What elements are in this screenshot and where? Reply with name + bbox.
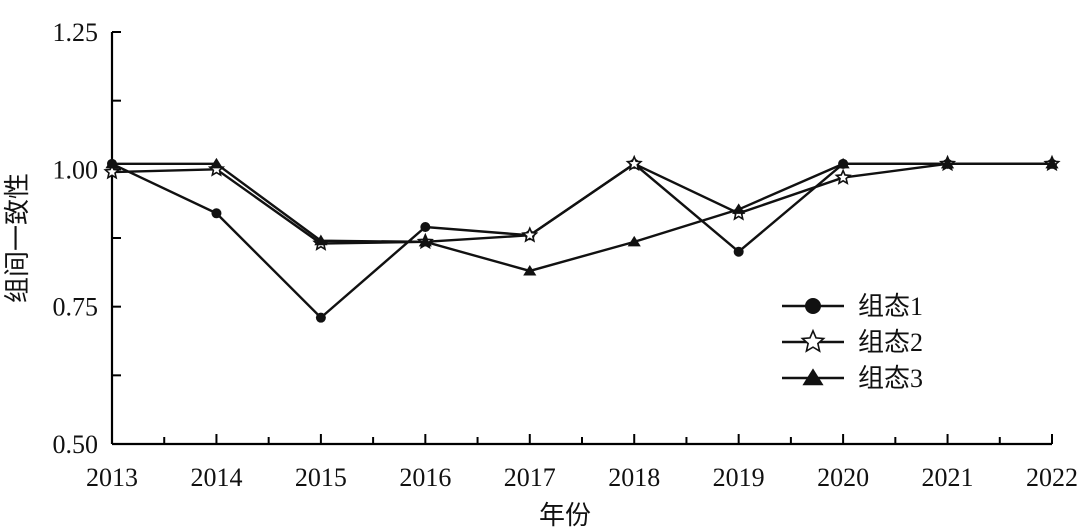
series-3	[105, 157, 1059, 276]
series-2	[103, 154, 1061, 251]
data-point	[627, 235, 641, 247]
data-point	[805, 298, 821, 314]
y-axis-title: 组间一致性	[3, 173, 32, 303]
series-line	[112, 162, 1052, 273]
data-point	[800, 328, 826, 353]
series-line	[111, 162, 1052, 245]
y-tick-label: 0.75	[53, 293, 99, 322]
x-tick-label: 2015	[295, 463, 347, 492]
y-tick-label: 1.25	[53, 18, 99, 47]
data-point	[625, 154, 643, 172]
x-tick-label: 2014	[190, 463, 242, 492]
x-tick-label: 2020	[817, 463, 869, 492]
legend-label: 组态1	[858, 292, 923, 321]
data-point	[211, 208, 222, 219]
data-point	[1045, 157, 1059, 169]
data-point	[834, 168, 852, 185]
x-tick-label: 2013	[86, 463, 138, 492]
y-axis-ticks: 0.50 0.75 1.00 1.25	[53, 18, 121, 459]
legend-label: 组态3	[858, 364, 923, 393]
y-tick-label: 0.50	[53, 430, 99, 459]
x-axis-ticks: 2013 2014 2015 2016 2017 2018 2019 2020 2021 2022	[86, 434, 1078, 492]
series-layer	[103, 154, 1061, 323]
data-point	[314, 234, 328, 246]
x-tick-label: 2017	[504, 463, 556, 492]
legend-item: 组态1	[782, 292, 923, 321]
x-tick-label: 2021	[922, 463, 974, 492]
x-tick-label: 2016	[399, 463, 451, 492]
legend: 组态1 组态2 组态3	[782, 292, 923, 393]
x-tick-label: 2022	[1026, 463, 1078, 492]
x-tick-label: 2019	[713, 463, 765, 492]
data-point	[836, 157, 850, 169]
data-point	[523, 264, 537, 276]
legend-item: 组态3	[782, 364, 923, 393]
legend-label: 组态2	[858, 328, 923, 357]
x-axis-title: 年份	[539, 501, 591, 530]
y-tick-label: 1.00	[53, 155, 99, 184]
data-point	[418, 235, 432, 247]
legend-item: 组态2	[782, 328, 923, 357]
data-point	[420, 222, 431, 233]
data-point	[521, 226, 539, 243]
data-point	[103, 163, 121, 180]
x-tick-label: 2018	[608, 463, 660, 492]
data-point	[940, 157, 955, 169]
data-point	[315, 312, 326, 323]
data-point	[209, 157, 224, 169]
data-point	[105, 157, 119, 169]
data-point	[733, 246, 744, 257]
data-point	[802, 368, 824, 386]
data-point	[732, 203, 746, 214]
